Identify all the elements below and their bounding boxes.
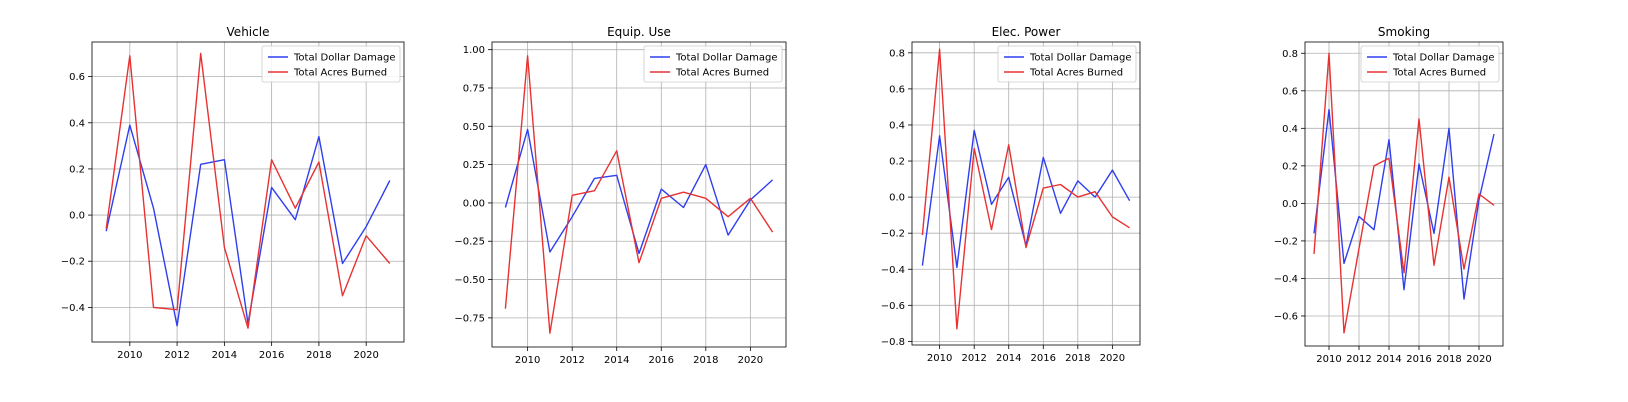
grid [912,42,1140,345]
legend-box [643,45,783,83]
x-tick-label: 2012 [164,350,189,361]
y-tick-label: 0.4 [1282,124,1298,135]
chart-smoking: Smoking 2010 2012 2014 2016 2018 2020 −0.6 −0.4 −… [1274,25,1504,365]
x-tick-label: 2012 [1346,354,1371,365]
grid [492,42,786,347]
plot-frame [911,41,1141,346]
y-tick-label: 0.4 [69,118,85,129]
chart-vehicle: Vehicle 2010 2012 2014 2016 2018 2020 −0.4 −0.2 0… [61,25,405,361]
y-tick-label: 0.6 [1282,86,1298,97]
y-tick-label: 0.4 [889,120,905,131]
legend: Total Dollar Damage Total Acres Burned [643,45,783,83]
x-tick-label: 2016 [1406,354,1431,365]
plot-frame [1304,41,1504,347]
legend-label: Total Acres Burned [293,68,387,79]
y-tick-label: −0.6 [1274,311,1298,322]
y-tick-label: 0.2 [69,164,85,175]
chart-title: Smoking [1378,25,1430,39]
y-tick-label: −0.8 [881,337,905,348]
chart-title: Elec. Power [992,25,1061,39]
plot-frame [91,41,405,343]
y-tick-label: −0.4 [61,303,85,314]
x-tick-label: 2014 [212,350,237,361]
y-tick-label: 0.8 [1282,49,1298,60]
y-tick-label: 1.00 [463,45,485,56]
x-tick-label: 2014 [604,355,629,366]
chart-panel-vehicle: Vehicle 2010 2012 2014 2016 2018 2020 −0.4 −0.2 0… [0,0,407,402]
x-tick-label: 2016 [1031,353,1056,364]
legend: Total Dollar Damage Total Acres Burned [1360,45,1500,83]
x-tick-label: 2016 [649,355,674,366]
legend-label: Total Dollar Damage [1392,53,1495,64]
y-tick-label: −0.75 [454,313,485,324]
series-line-total-dollar-damage [504,128,774,255]
y-tick-label: 0.00 [463,198,485,209]
x-tick-label: 2014 [996,353,1021,364]
legend: Total Dollar Damage Total Acres Burned [997,45,1137,83]
y-tick-label: 0.0 [889,193,905,204]
y-tick-label: −0.25 [454,237,485,248]
chart-panel-equip-use: Equip. Use 2010 2012 2014 2016 2018 2020 −0.75 −… [407,0,814,402]
chart-title: Equip. Use [607,25,671,39]
plot-frame [491,41,787,348]
y-tick-label: 0.6 [69,72,85,83]
chart-equip-use: Equip. Use 2010 2012 2014 2016 2018 2020 −0.75 −… [454,25,787,366]
y-tick-label: 0.8 [889,48,905,59]
legend-box [997,45,1137,83]
x-tick-label: 2020 [738,355,763,366]
x-tick-label: 2020 [1466,354,1491,365]
x-tick-label: 2010 [927,353,952,364]
y-tick-label: 0.0 [69,211,85,222]
x-tick-label: 2014 [1376,354,1401,365]
y-tick-label: −0.4 [881,265,905,276]
y-tick-label: 0.2 [1282,161,1298,172]
chart-panel-smoking: Smoking 2010 2012 2014 2016 2018 2020 −0.6 −0.4 −… [1221,0,1628,402]
y-tick-label: 0.6 [889,84,905,95]
grid [92,42,404,342]
series-line-total-acres-burned [105,52,391,329]
series-line-total-acres-burned [1313,52,1495,334]
y-tick-label: −0.4 [1274,274,1298,285]
legend-label: Total Acres Burned [1392,68,1486,79]
x-tick-label: 2018 [1065,353,1090,364]
series-line-total-dollar-damage [1313,108,1495,300]
x-tick-label: 2018 [306,350,331,361]
x-tick-label: 2020 [1100,353,1125,364]
series-line-total-acres-burned [504,55,774,334]
grid [1305,42,1503,346]
chart-elec-power: Elec. Power 2010 2012 2014 2016 2018 2020 −0.8 −… [881,25,1141,364]
legend: Total Dollar Damage Total Acres Burned [261,45,401,83]
x-tick-label: 2012 [559,355,584,366]
legend-box [1360,45,1500,83]
x-tick-label: 2010 [117,350,142,361]
x-tick-label: 2020 [353,350,378,361]
y-tick-label: 0.50 [463,122,485,133]
y-tick-label: −0.2 [881,229,905,240]
y-tick-label: −0.6 [881,301,905,312]
y-tick-label: −0.2 [1274,236,1298,247]
x-tick-label: 2016 [259,350,284,361]
legend-label: Total Acres Burned [1029,68,1123,79]
x-tick-label: 2010 [515,355,540,366]
legend-label: Total Dollar Damage [1029,53,1132,64]
y-tick-label: −0.2 [61,257,85,268]
y-tick-label: 0.0 [1282,199,1298,210]
x-tick-label: 2010 [1316,354,1341,365]
legend-label: Total Dollar Damage [675,53,778,64]
y-tick-label: 0.75 [463,83,485,94]
x-tick-label: 2018 [693,355,718,366]
legend-label: Total Dollar Damage [293,53,396,64]
legend-box [261,45,401,83]
y-tick-label: −0.50 [454,275,485,286]
series-line-total-dollar-damage [105,124,391,327]
legend-label: Total Acres Burned [675,68,769,79]
y-tick-label: 0.25 [463,160,485,171]
y-tick-label: 0.2 [889,157,905,168]
x-tick-label: 2018 [1436,354,1461,365]
chart-panel-elec-power: Elec. Power 2010 2012 2014 2016 2018 2020 −0.8 −… [814,0,1221,402]
series-line-total-acres-burned [921,48,1130,330]
x-tick-label: 2012 [961,353,986,364]
chart-title: Vehicle [227,25,270,39]
